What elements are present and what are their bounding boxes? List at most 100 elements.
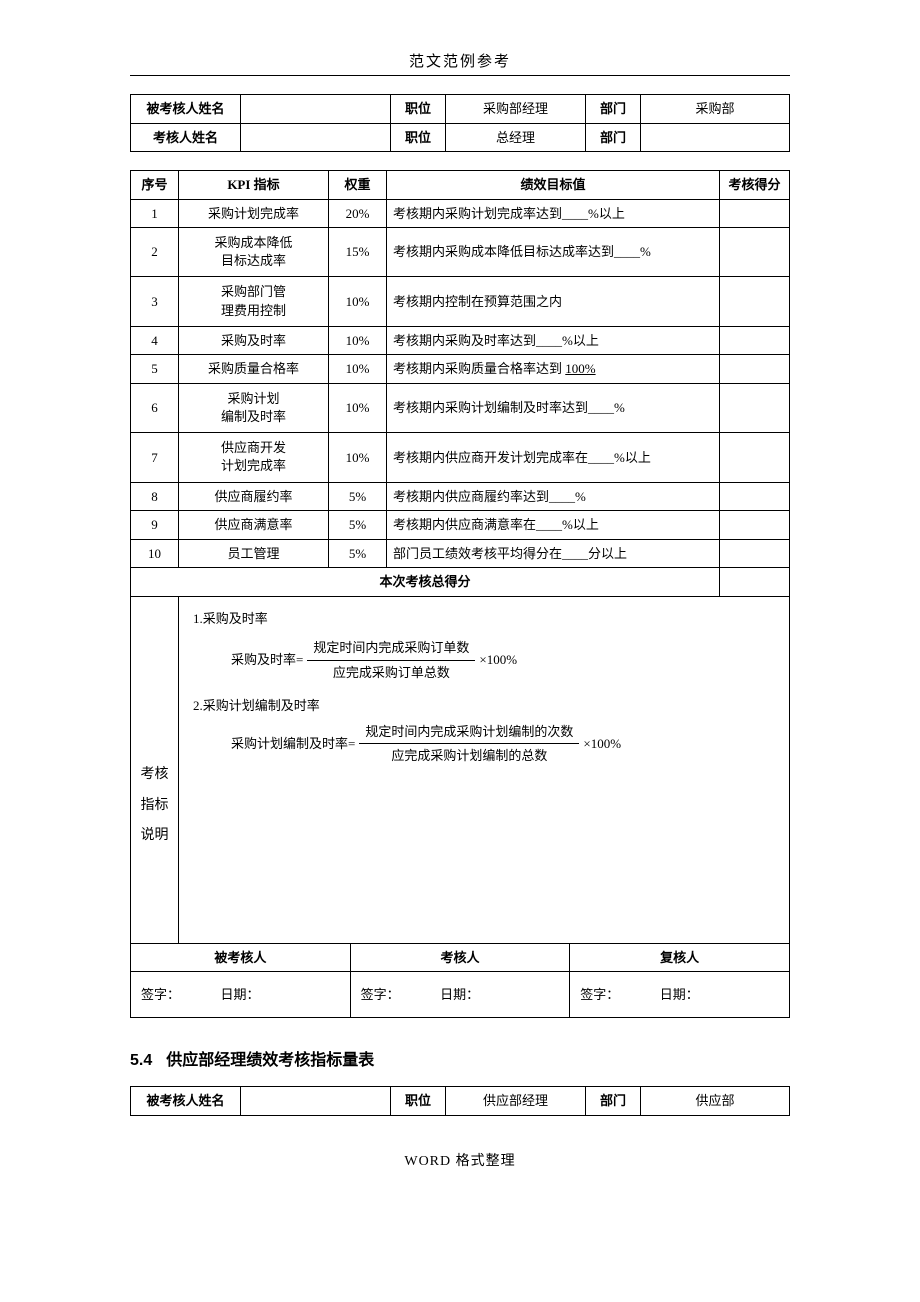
kpi-target: 考核期内供应商履约率达到____% — [387, 482, 720, 511]
table-row: 考核人姓名 职位 总经理 部门 — [131, 123, 790, 152]
line2: 理费用控制 — [221, 303, 286, 318]
signature-row: 签字： 日期： 签字： 日期： 签字： 日期： — [131, 972, 790, 1018]
line2: 计划完成率 — [221, 458, 286, 473]
target-prefix: 考核期内采购质量合格率达到 — [393, 361, 565, 376]
formula1-num: 规定时间内完成采购订单数 — [307, 638, 475, 661]
formula1-frac: 规定时间内完成采购订单数 应完成采购订单总数 — [307, 638, 475, 682]
kpi-target: 考核期内采购及时率达到____%以上 — [387, 326, 720, 355]
line1: 采购成本降低 — [214, 235, 292, 250]
kpi-indicator: 采购质量合格率 — [179, 355, 329, 384]
info-table-2: 被考核人姓名 职位 供应部经理 部门 供应部 — [130, 1086, 790, 1116]
kpi-score — [720, 383, 790, 432]
desc-label-l3: 说明 — [141, 828, 169, 843]
formula-2: 采购计划编制及时率= 规定时间内完成采购计划编制的次数 应完成采购计划编制的总数… — [231, 722, 779, 766]
kpi-indicator: 采购部门管理费用控制 — [179, 277, 329, 326]
value-assessor-name — [241, 123, 391, 152]
value-department: 采购部 — [641, 95, 790, 124]
sign-sig-label: 签字： — [141, 987, 180, 1002]
kpi-seq: 6 — [131, 383, 179, 432]
kpi-seq: 10 — [131, 539, 179, 568]
page-header-title: 范文范例参考 — [130, 50, 790, 71]
formula1-lhs: 采购及时率= — [231, 650, 303, 670]
kpi-header-score: 考核得分 — [720, 171, 790, 200]
line1: 采购部门管 — [221, 284, 286, 299]
kpi-score — [720, 433, 790, 482]
table-row: 被考核人姓名 职位 供应部经理 部门 供应部 — [131, 1087, 790, 1116]
kpi-indicator: 采购成本降低目标达成率 — [179, 228, 329, 277]
kpi-weight: 10% — [329, 433, 387, 482]
kpi-score — [720, 355, 790, 384]
kpi-row: 7 供应商开发计划完成率 10% 考核期内供应商开发计划完成率在____%以上 — [131, 433, 790, 482]
kpi-seq: 2 — [131, 228, 179, 277]
desc-label-l2: 指标 — [141, 798, 169, 813]
kpi-score — [720, 326, 790, 355]
kpi-row: 5 采购质量合格率 10% 考核期内采购质量合格率达到 100% — [131, 355, 790, 384]
sign-date-label: 日期： — [440, 987, 479, 1002]
kpi-target: 考核期内采购成本降低目标达成率达到____% — [387, 228, 720, 277]
label-examinee-name: 被考核人姓名 — [131, 95, 241, 124]
line1: 采购计划 — [227, 391, 279, 406]
kpi-target: 部门员工绩效考核平均得分在____分以上 — [387, 539, 720, 568]
kpi-weight: 10% — [329, 326, 387, 355]
label-assessor-name: 考核人姓名 — [131, 123, 241, 152]
sign-sig-label: 签字： — [580, 987, 619, 1002]
section-5-4-heading: 5.4供应部经理绩效考核指标量表 — [130, 1046, 790, 1070]
kpi-target: 考核期内供应商开发计划完成率在____%以上 — [387, 433, 720, 482]
label-department: 部门 — [586, 123, 641, 152]
kpi-header-target: 绩效目标值 — [387, 171, 720, 200]
desc-item1-title: 1.采购及时率 — [193, 609, 779, 629]
section-number: 5.4 — [130, 1052, 152, 1069]
kpi-score — [720, 228, 790, 277]
kpi-indicator: 采购及时率 — [179, 326, 329, 355]
kpi-total-label: 本次考核总得分 — [131, 568, 720, 597]
kpi-indicator: 采购计划完成率 — [179, 199, 329, 228]
page-footer: WORD 格式整理 — [130, 1150, 790, 1170]
kpi-row: 8 供应商履约率 5% 考核期内供应商履约率达到____% — [131, 482, 790, 511]
target-underline: 100% — [565, 361, 595, 376]
kpi-score — [720, 199, 790, 228]
kpi-seq: 5 — [131, 355, 179, 384]
value-department — [641, 123, 790, 152]
kpi-row: 9 供应商满意率 5% 考核期内供应商满意率在____%以上 — [131, 511, 790, 540]
value-examinee-name — [241, 95, 391, 124]
label-department: 部门 — [586, 1087, 641, 1116]
sign-reviewer-label: 复核人 — [570, 943, 790, 972]
kpi-header-indicator: KPI 指标 — [179, 171, 329, 200]
kpi-indicator: 供应商履约率 — [179, 482, 329, 511]
formula2-lhs: 采购计划编制及时率= — [231, 734, 355, 754]
kpi-weight: 10% — [329, 277, 387, 326]
sign-reviewer-cell: 签字： 日期： — [570, 972, 790, 1018]
kpi-row: 10 员工管理 5% 部门员工绩效考核平均得分在____分以上 — [131, 539, 790, 568]
kpi-total-score — [720, 568, 790, 597]
kpi-weight: 10% — [329, 383, 387, 432]
kpi-target: 考核期内采购计划完成率达到____%以上 — [387, 199, 720, 228]
kpi-seq: 3 — [131, 277, 179, 326]
kpi-seq: 4 — [131, 326, 179, 355]
kpi-table: 序号 KPI 指标 权重 绩效目标值 考核得分 1 采购计划完成率 20% 考核… — [130, 170, 790, 1017]
kpi-row: 1 采购计划完成率 20% 考核期内采购计划完成率达到____%以上 — [131, 199, 790, 228]
header-rule — [130, 75, 790, 76]
kpi-row: 2 采购成本降低目标达成率 15% 考核期内采购成本降低目标达成率达到____% — [131, 228, 790, 277]
kpi-weight: 15% — [329, 228, 387, 277]
line2: 目标达成率 — [221, 253, 286, 268]
sign-examinee-cell: 签字： 日期： — [131, 972, 351, 1018]
kpi-row: 3 采购部门管理费用控制 10% 考核期内控制在预算范围之内 — [131, 277, 790, 326]
sign-date-label: 日期： — [221, 987, 260, 1002]
formula2-num: 规定时间内完成采购计划编制的次数 — [359, 722, 579, 745]
value-position: 总经理 — [446, 123, 586, 152]
sign-sig-label: 签字： — [361, 987, 400, 1002]
formula1-tail: ×100% — [479, 650, 517, 670]
sign-date-label: 日期： — [660, 987, 699, 1002]
line2: 编制及时率 — [221, 409, 286, 424]
kpi-score — [720, 482, 790, 511]
kpi-weight: 5% — [329, 511, 387, 540]
kpi-target: 考核期内采购计划编制及时率达到____% — [387, 383, 720, 432]
sign-assessor-cell: 签字： 日期： — [350, 972, 570, 1018]
kpi-indicator: 供应商满意率 — [179, 511, 329, 540]
sign-examinee-label: 被考核人 — [131, 943, 351, 972]
kpi-weight: 20% — [329, 199, 387, 228]
kpi-indicator: 供应商开发计划完成率 — [179, 433, 329, 482]
kpi-header-row: 序号 KPI 指标 权重 绩效目标值 考核得分 — [131, 171, 790, 200]
kpi-seq: 7 — [131, 433, 179, 482]
formula2-tail: ×100% — [583, 734, 621, 754]
